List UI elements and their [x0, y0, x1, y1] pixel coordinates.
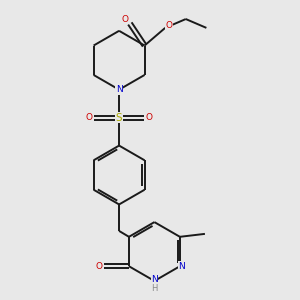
Text: N: N [151, 275, 158, 284]
Text: S: S [116, 112, 122, 123]
Text: N: N [116, 85, 122, 94]
Text: O: O [146, 113, 153, 122]
Text: H: H [151, 284, 158, 293]
Text: N: N [178, 262, 185, 271]
Text: O: O [95, 262, 102, 271]
Text: O: O [85, 113, 92, 122]
Text: O: O [122, 14, 129, 23]
Text: O: O [165, 21, 172, 30]
